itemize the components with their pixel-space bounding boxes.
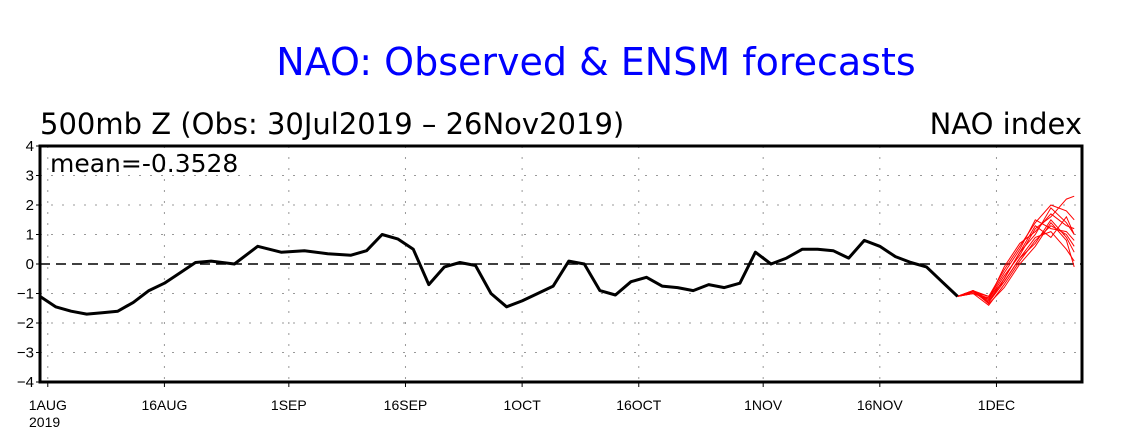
y-tick-label: 1 [26, 227, 34, 244]
forecast-member-line [957, 215, 1075, 302]
y-tick-label: −4 [17, 374, 34, 391]
plot-frame [38, 144, 1084, 384]
x-axis: 1AUG 16AUG 1SEP 16SEP 1OCT 16OCT 1NOV 16NOV 1DEC [29, 382, 1015, 413]
x-tick-label: 16AUG [141, 397, 187, 413]
y-tick-label: 4 [26, 138, 34, 155]
x-tick-label: 1SEP [271, 397, 307, 413]
y-axis: 4 3 2 1 0 −1 −2 −3 −4 [17, 138, 40, 391]
x-tick-label: 1DEC [978, 397, 1015, 413]
y-tick-label: −3 [17, 345, 34, 362]
chart-title: NAO: Observed & ENSM forecasts [276, 40, 915, 84]
x-tick-label: 1OCT [503, 397, 541, 413]
x-tick-label: 1NOV [744, 397, 783, 413]
forecast-members [957, 195, 1075, 307]
x-tick-label: 16OCT [616, 397, 662, 413]
y-tick-label: 3 [26, 168, 34, 185]
observed-series [39, 233, 959, 316]
mean-annotation: mean=-0.3528 [50, 149, 238, 178]
x-year-label: 2019 [29, 414, 60, 430]
y-tick-label: 0 [26, 256, 34, 273]
chart-subtitle-right: NAO index [930, 107, 1082, 141]
x-tick-label: 16NOV [857, 397, 904, 413]
x-tick-label: 16SEP [384, 397, 428, 413]
forecast-member-line [957, 218, 1075, 297]
x-tick-label: 1AUG [29, 397, 67, 413]
y-tick-label: 2 [26, 197, 34, 214]
y-tick-label: −1 [17, 286, 34, 303]
chart-subtitle-left: 500mb Z (Obs: 30Jul2019 – 26Nov2019) [40, 107, 624, 141]
y-tick-label: −2 [17, 315, 34, 332]
forecast-member-line [957, 195, 1075, 301]
observed-line [39, 233, 959, 316]
